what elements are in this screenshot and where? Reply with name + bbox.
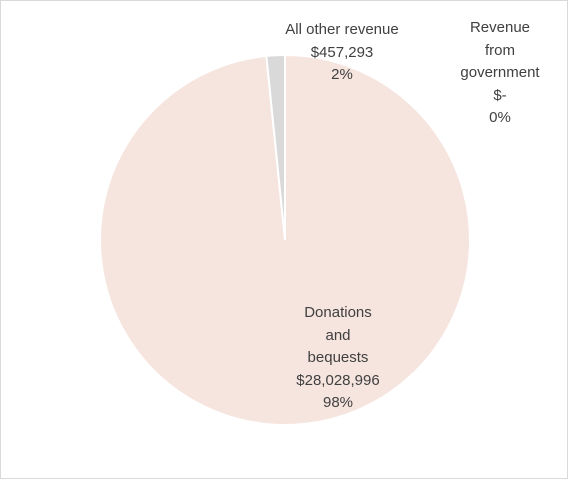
label-revenue-from-government-value: $-	[493, 86, 507, 104]
label-revenue-from-government: Revenue from government $- 0%	[440, 17, 560, 130]
label-revenue-from-government-line2: from	[485, 41, 515, 59]
label-revenue-from-government-line3: government	[460, 64, 540, 81]
label-donations-percent: 98%	[322, 394, 354, 411]
label-donations-line2: and	[325, 326, 351, 344]
label-donations-value: $28,028,996	[296, 371, 380, 389]
label-all-other-revenue: All other revenue $457,293 2%	[272, 19, 412, 87]
pie-slice-2	[265, 53, 286, 241]
label-all-other-revenue-value: $457,293	[310, 43, 374, 61]
label-all-other-revenue-percent: 2%	[331, 66, 353, 83]
label-donations-line1: Donations	[304, 304, 372, 321]
label-donations-line3: bequests	[307, 349, 369, 366]
label-revenue-from-government-percent: 0%	[489, 109, 511, 126]
label-all-other-revenue-name: All other revenue	[285, 21, 399, 38]
label-revenue-from-government-line1: Revenue	[469, 19, 531, 36]
label-donations-and-bequests: Donations and bequests $28,028,996 98%	[278, 302, 398, 415]
